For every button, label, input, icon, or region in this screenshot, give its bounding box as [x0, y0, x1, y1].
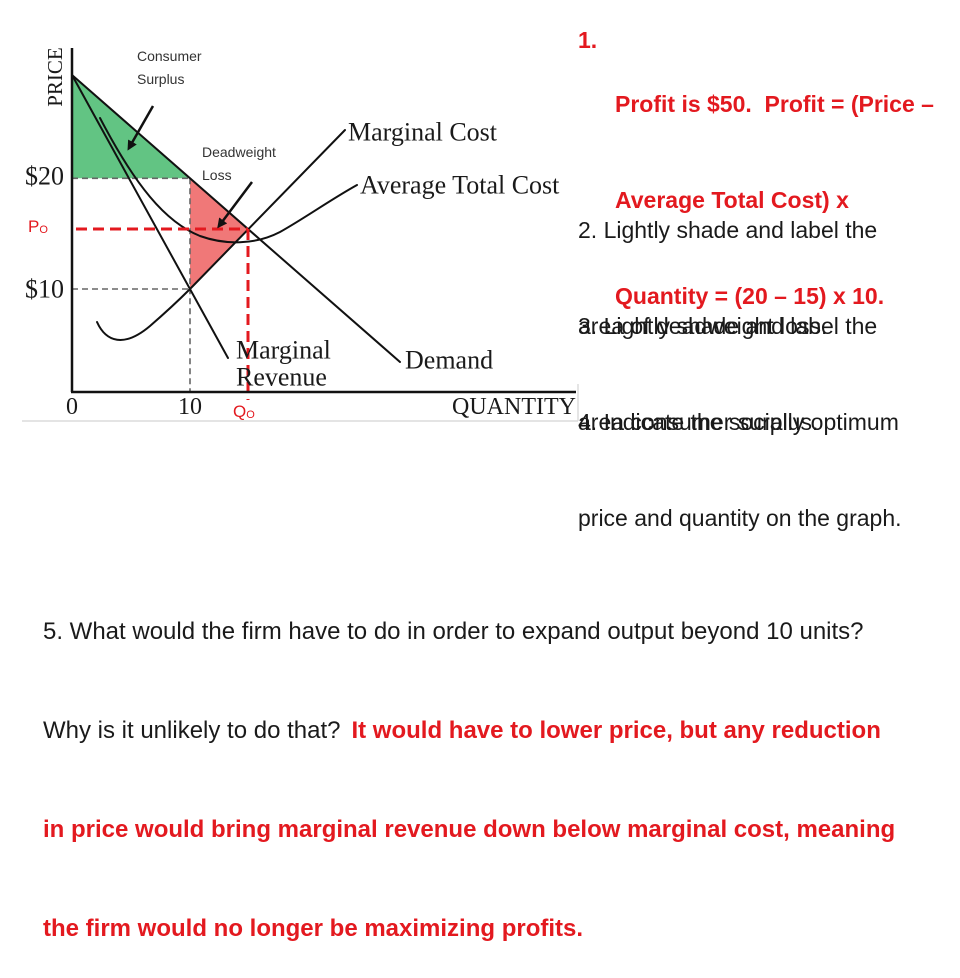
question-3-line: 3. Lightly shade and label the: [578, 313, 878, 339]
y-axis-label: PRICE: [43, 47, 67, 107]
x-tick-label-0: 0: [66, 394, 78, 420]
consumer-surplus-label-line2: Surplus: [137, 71, 184, 87]
optimum-price-subscript: O: [39, 224, 48, 236]
question-2-line: area of deadweight loss.: [578, 313, 828, 339]
x-axis-label: QUANTITY: [452, 394, 576, 420]
question-1-line: Quantity = (20 – 15) x 10.: [615, 283, 885, 309]
optimum-price-label: PO: [28, 217, 48, 237]
question-5-answer-line: the firm would no longer be maximizing p…: [43, 915, 584, 942]
question-5-answer-line: in price would bring marginal revenue do…: [43, 816, 896, 843]
marginal-revenue-curve: [71, 74, 229, 359]
deadweight-loss-arrow-icon: [217, 181, 253, 229]
demand-curve: [71, 74, 401, 363]
question-5: 5. What would the firm have to do in ord…: [43, 549, 895, 978]
average-total-cost-curve: [99, 117, 358, 244]
question-1-number: 1.: [578, 27, 598, 53]
marginal-revenue-label-line1: Marginal: [236, 336, 331, 365]
question-5-why: Why is it unlikely to do that?: [43, 717, 341, 744]
question-1-line: Profit is $50. Profit = (Price –: [615, 91, 934, 117]
question-5-line: Why is it unlikely to do that? It would h…: [43, 714, 895, 747]
y-tick-label-20: $20: [25, 162, 64, 191]
question-5-line: 5. What would the firm have to do in ord…: [43, 618, 864, 645]
question-2: 2. Lightly shade and label the area of d…: [578, 150, 877, 374]
demand-label: Demand: [405, 346, 493, 375]
monopoly-diagram: PRICE $20 $10 0 10 QUANTITY Marginal Cos…: [22, 47, 579, 422]
question-3: 3. Lightly shade and label the area cons…: [578, 246, 877, 470]
marginal-revenue-label-line2: Revenue: [236, 363, 327, 392]
deadweight-loss-area: [190, 178, 248, 289]
consumer-surplus-arrow-icon: [127, 105, 155, 151]
question-1-answer: Profit is $50. Profit = (Price – Average…: [615, 24, 934, 344]
deadweight-loss-label-line1: Deadweight: [202, 144, 276, 160]
average-total-cost-label: Average Total Cost: [360, 171, 560, 200]
y-tick-label-10: $10: [25, 275, 64, 304]
optimum-quantity-letter: Q: [233, 402, 246, 421]
deadweight-loss-label-line2: Loss: [202, 167, 232, 183]
question-1-line: Average Total Cost) x: [615, 187, 849, 213]
optimum-price-letter: P: [28, 217, 39, 236]
marginal-cost-curve: [96, 129, 346, 341]
question-3-line: area consumer surplus.: [578, 409, 819, 435]
question-4-line: 4. Indicate the socially optimum: [578, 409, 899, 435]
question-5-answer-line: It would have to lower price, but any re…: [351, 717, 881, 744]
question-4-line: price and quantity on the graph.: [578, 505, 902, 531]
optimum-quantity-subscript: O: [246, 409, 255, 421]
marginal-cost-label: Marginal Cost: [348, 118, 498, 147]
optimum-quantity-label: QO: [233, 402, 255, 422]
consumer-surplus-label-line1: Consumer: [137, 48, 202, 64]
question-4: 4. Indicate the socially optimum price a…: [578, 342, 902, 566]
question-2-line: 2. Lightly shade and label the: [578, 217, 878, 243]
x-tick-label-10: 10: [178, 394, 202, 420]
